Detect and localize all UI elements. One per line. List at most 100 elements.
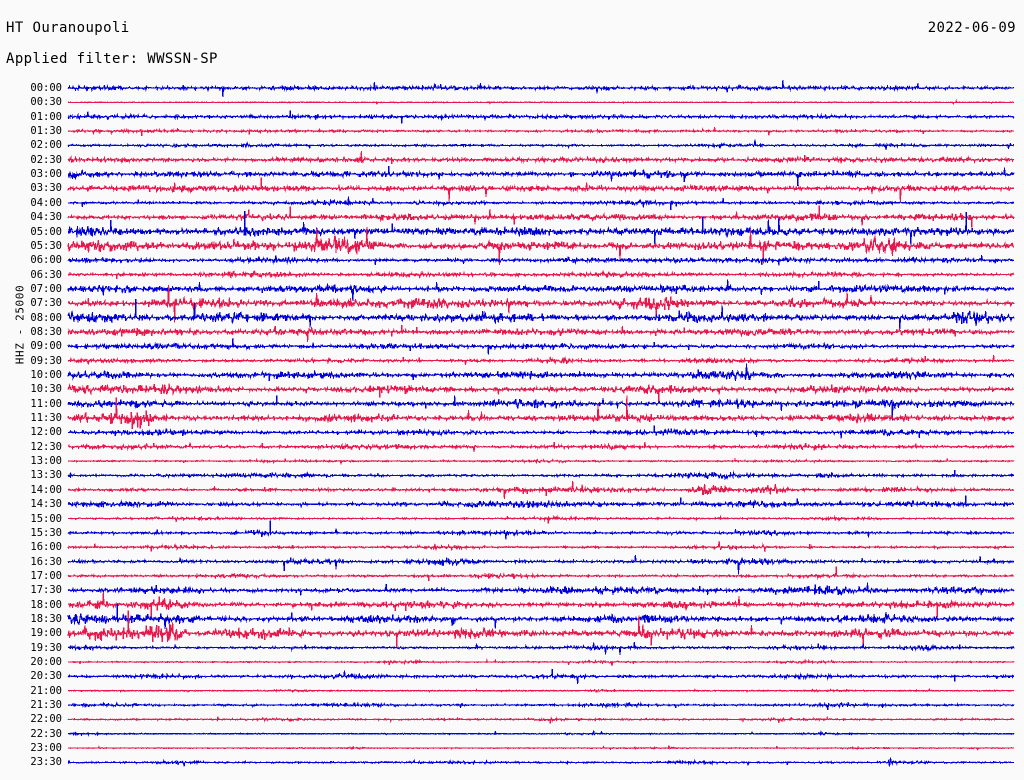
time-label: 05:30 (30, 239, 62, 252)
seismic-trace (67, 285, 1015, 323)
time-label: 21:00 (30, 684, 62, 697)
seismic-trace (67, 745, 1015, 752)
applied-filter-label: Applied filter: WWSSN-SP (6, 51, 218, 67)
seismic-trace (67, 520, 1014, 540)
time-label: 23:30 (30, 756, 62, 769)
time-label: 01:00 (30, 110, 62, 123)
seismic-trace (67, 337, 1015, 355)
time-label: 23:00 (30, 742, 62, 755)
time-label: 21:30 (30, 699, 62, 712)
seismic-trace (68, 196, 1015, 211)
time-label: 13:30 (30, 469, 62, 482)
seismic-trace (67, 757, 1015, 767)
seismic-trace (67, 668, 1015, 685)
seismic-trace (67, 715, 1015, 724)
seismic-trace (67, 425, 1015, 439)
time-label: 09:30 (30, 354, 62, 367)
seismic-trace (67, 591, 1015, 618)
seismic-trace (67, 441, 1015, 452)
time-label: 15:30 (30, 526, 62, 539)
time-label: 05:00 (30, 225, 62, 238)
time-label: 10:00 (30, 369, 62, 381)
seismic-trace (67, 255, 1015, 266)
time-label: 03:30 (30, 182, 62, 195)
time-label: 18:00 (30, 598, 62, 611)
seismic-trace (67, 495, 1015, 509)
seismic-trace (67, 139, 1015, 150)
time-label: 11:00 (30, 397, 62, 410)
time-label: 22:30 (30, 727, 62, 740)
time-label: 17:30 (30, 584, 62, 597)
time-label: 13:00 (30, 455, 62, 468)
time-label: 12:00 (30, 426, 62, 439)
seismic-trace (68, 480, 1015, 499)
seismic-trace (67, 395, 1015, 421)
time-label: 10:30 (30, 383, 62, 396)
seismic-trace (67, 730, 1015, 737)
record-date: 2022-06-09 (927, 20, 1016, 36)
time-label: 17:00 (30, 569, 62, 582)
time-label: 19:30 (30, 641, 62, 654)
seismic-trace (67, 603, 1015, 630)
seismic-trace (67, 110, 1015, 124)
time-label: 07:00 (30, 282, 62, 295)
seismic-trace (67, 582, 1015, 597)
time-label: 04:00 (30, 196, 62, 209)
seismic-trace (68, 514, 1015, 524)
seismic-trace (67, 80, 1015, 98)
time-label: 06:30 (30, 268, 62, 281)
time-label: 06:00 (30, 254, 62, 267)
time-label: 02:30 (30, 153, 62, 166)
time-label: 08:00 (30, 311, 62, 324)
time-label: 18:30 (30, 612, 62, 625)
time-label: 00:00 (30, 82, 62, 94)
seismic-trace (67, 177, 1014, 202)
time-label: 09:00 (30, 340, 62, 353)
station-title: HT Ouranoupoli (6, 20, 130, 36)
time-label: 08:30 (30, 325, 62, 338)
seismic-trace (67, 299, 1015, 330)
time-label: 16:00 (30, 541, 62, 554)
time-label: 22:00 (30, 713, 62, 726)
seismic-trace (68, 355, 1015, 366)
time-label: 12:30 (30, 440, 62, 453)
time-label: 14:30 (30, 498, 62, 511)
seismic-trace (67, 127, 1015, 137)
time-label: 20:00 (30, 656, 62, 668)
seismic-trace (67, 457, 1015, 465)
seismic-trace (67, 210, 1015, 245)
seismic-trace (67, 383, 1014, 403)
seismic-trace (67, 325, 1015, 342)
seismic-trace (67, 205, 1015, 228)
time-label: 00:30 (30, 96, 62, 109)
time-label: 03:00 (30, 168, 62, 181)
seismic-trace (67, 566, 1015, 581)
seismic-trace (67, 554, 1015, 575)
seismic-trace (67, 395, 1015, 429)
seismic-trace (67, 687, 1014, 694)
time-label: 07:30 (30, 297, 62, 310)
time-label: 20:30 (30, 670, 62, 683)
seismic-trace (67, 279, 1015, 302)
time-label: 11:30 (30, 412, 62, 425)
seismic-trace (67, 165, 1015, 187)
seismic-trace (67, 540, 1014, 552)
seismic-trace (67, 701, 1015, 711)
time-label: 14:00 (30, 483, 62, 496)
time-label: 02:00 (30, 139, 62, 152)
seismic-trace (67, 610, 1015, 649)
time-label: 04:30 (30, 211, 62, 224)
seismic-trace (68, 99, 1014, 106)
seismic-trace (67, 470, 1015, 481)
seismic-trace (67, 269, 1015, 280)
seismic-trace (67, 227, 1015, 266)
time-label: 19:00 (30, 627, 62, 640)
time-label: 15:00 (30, 512, 62, 525)
seismic-trace (67, 658, 1015, 666)
seismic-trace (68, 641, 1015, 656)
time-label: 16:30 (30, 555, 62, 568)
seismic-trace (67, 363, 1015, 382)
seismic-trace (67, 151, 1015, 165)
